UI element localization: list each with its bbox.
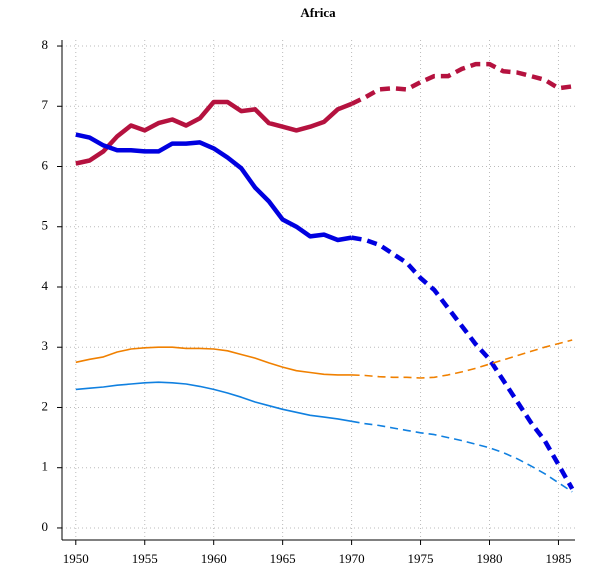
line-solid (75, 132, 352, 243)
line-dashed (350, 61, 573, 106)
line-dashed (351, 339, 573, 379)
y-tick-label: 3 (42, 338, 49, 353)
y-tick-label: 2 (42, 398, 49, 413)
line-solid (75, 346, 352, 376)
x-tick-label: 1965 (270, 551, 296, 566)
x-tick-label: 1975 (408, 551, 434, 566)
x-tick-label: 1985 (545, 551, 571, 566)
line-solid (75, 381, 352, 423)
x-tick-label: 1960 (201, 551, 227, 566)
x-tick-label: 1980 (477, 551, 503, 566)
line-solid (75, 99, 353, 166)
chart-title: Africa (300, 5, 336, 20)
line-dashed (351, 235, 575, 490)
y-tick-label: 5 (42, 218, 49, 233)
y-tick-label: 6 (42, 157, 49, 172)
y-tick-label: 0 (42, 519, 49, 534)
x-tick-label: 1970 (339, 551, 365, 566)
y-tick-label: 4 (42, 278, 49, 293)
y-tick-label: 1 (42, 459, 49, 474)
x-tick-label: 1955 (132, 551, 158, 566)
y-tick-label: 8 (42, 37, 49, 52)
x-tick-label: 1950 (63, 551, 89, 566)
y-tick-label: 7 (42, 97, 49, 112)
